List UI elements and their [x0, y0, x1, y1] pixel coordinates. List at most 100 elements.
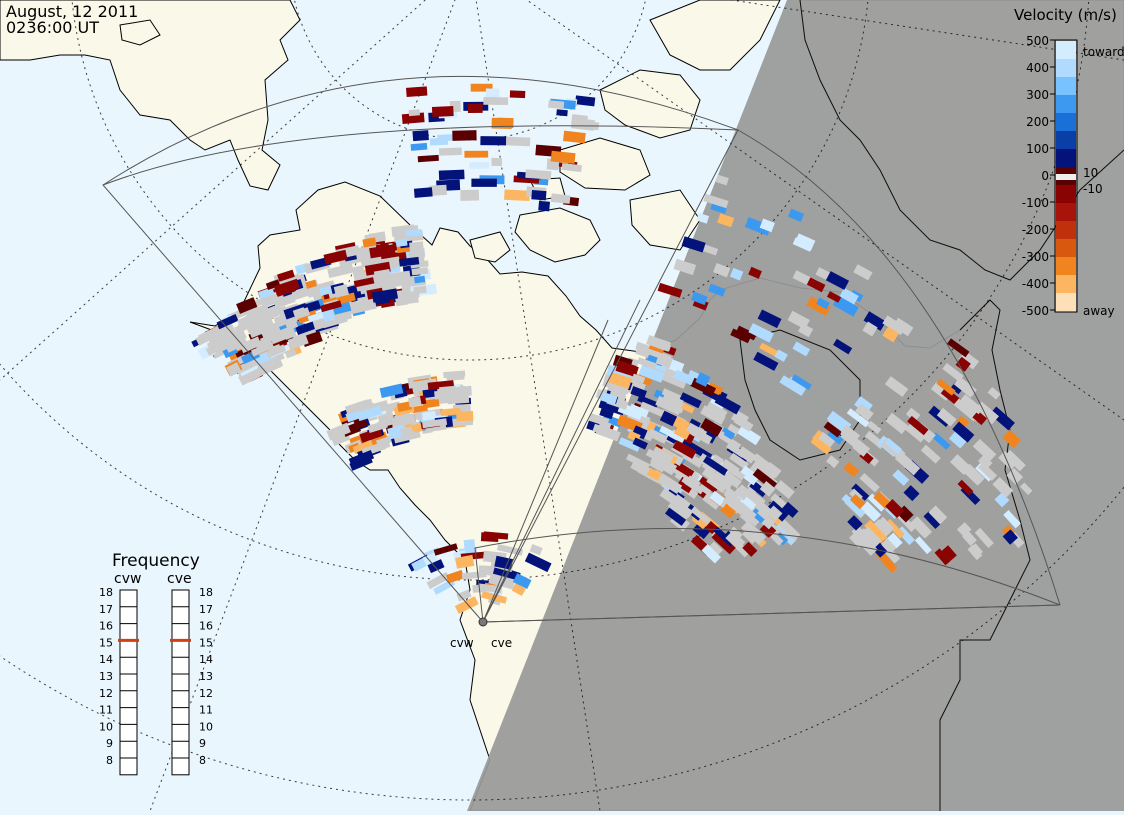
cve-scatter-cell — [923, 511, 941, 529]
cve-scatter-cell — [863, 311, 887, 331]
cve-scatter-cell — [992, 476, 1014, 498]
cvw-scatter-cell — [250, 341, 275, 357]
cvw-scatter-cell — [504, 189, 530, 202]
colorbar-tick-label: 500 — [1026, 34, 1049, 48]
cvw-scatter-cell — [257, 304, 283, 320]
frequency-level-label: 16 — [99, 620, 113, 633]
frequency-level-label: 8 — [199, 754, 206, 767]
near-radar-scatter-cell — [422, 552, 439, 566]
cve-scatter-cell — [823, 421, 842, 438]
cve-scatter-cell — [914, 536, 932, 555]
cve-scatter-cell — [885, 499, 905, 519]
cve-scatter-cell — [707, 541, 723, 557]
cve-scatter-cell — [725, 441, 746, 458]
fov-outlines — [102, 75, 1061, 623]
cve-scatter-cell — [655, 395, 683, 416]
small-tick-neg: -10 — [1083, 182, 1103, 196]
coast-greenland-night — [799, 0, 1124, 281]
cve-scatter-cell — [664, 505, 688, 526]
cve-scatter-cell — [853, 264, 873, 281]
frequency-level-label: 18 — [99, 586, 113, 599]
colorbar-swatch — [1056, 41, 1076, 60]
near-radar-scatter-cell — [529, 544, 543, 556]
near-radar-scatter-cell — [463, 539, 476, 551]
cvw-scatter-cell — [438, 169, 465, 181]
cve-scatter-cell — [720, 427, 736, 440]
cvw-scatter-cell — [575, 119, 600, 131]
cve-scatter-cell — [852, 439, 871, 457]
cve-scatter-cell — [692, 521, 711, 540]
cvw-scatter-cell — [429, 184, 447, 196]
near-radar-scatter-cell — [446, 569, 465, 584]
cve-scatter-cell — [787, 310, 810, 330]
cve-scatter-cell — [955, 356, 971, 372]
cvw-scatter-cell — [413, 187, 433, 198]
cvw-scatter-cell — [443, 370, 466, 379]
colorbar-tick-label: -200 — [1022, 223, 1049, 237]
cvw-scatter-cell — [395, 239, 408, 247]
cve-scatter-cell — [887, 532, 903, 549]
cvw-scatter-cell — [259, 322, 275, 336]
cvw-scatter-cell — [503, 136, 531, 147]
cve-scatter-cell — [960, 394, 984, 415]
cvw-scatter-cell — [548, 100, 565, 109]
cve-scatter-cell — [873, 518, 892, 537]
cvw-scatter-cell — [398, 256, 420, 267]
cvw-scatter-cell — [348, 449, 375, 468]
cve-scatter-cell — [710, 454, 724, 467]
cve-scatter-cell — [817, 431, 836, 449]
cve-scatter-cell — [646, 334, 671, 352]
cve-scatter-cell — [962, 530, 977, 547]
cve-scatter-cell — [681, 402, 695, 414]
cve-scatter-cell — [956, 415, 970, 429]
near-radar-scatter-cell — [456, 589, 472, 602]
cve-scatter-cell — [738, 465, 760, 486]
cvw-scatter-cell — [367, 420, 388, 433]
colorbar-swatch — [1056, 95, 1076, 114]
cve-scatter-cell — [892, 469, 910, 486]
small-tick-pos: 10 — [1083, 166, 1098, 180]
cve-scatter-cell — [792, 341, 811, 357]
cve-scatter-cell — [994, 492, 1010, 508]
cvw-scatter-cell — [344, 399, 370, 415]
cve-scatter-cell — [662, 392, 684, 407]
cvw-scatter-cell — [197, 325, 222, 344]
cve-scatter-cell — [948, 431, 967, 449]
colorbar-swatch — [1056, 257, 1076, 276]
frequency-level-label: 9 — [199, 737, 206, 750]
colorbar-tick-label: 0 — [1041, 169, 1049, 183]
cve-scatter-cell — [655, 353, 674, 369]
fov-cve-outer-arc — [737, 129, 1061, 606]
cve-scatter-cell — [608, 371, 632, 389]
backscatter-cells — [191, 83, 1033, 614]
cve-scatter-cell — [956, 522, 972, 537]
cve-scatter-cell — [757, 507, 770, 520]
cve-scatter-cell — [826, 291, 842, 303]
fov-cve — [474, 528, 1061, 623]
cvw-scatter-cell — [265, 279, 281, 291]
cve-scatter-cell — [788, 208, 805, 222]
cve-scatter-cell — [782, 501, 799, 518]
cvw-scatter-cell — [269, 326, 293, 345]
cve-scatter-cell — [708, 283, 726, 297]
cve-scatter-cell — [650, 446, 674, 465]
cve-scatter-cell — [847, 515, 863, 531]
cve-scatter-cell — [759, 481, 776, 497]
cve-scatter-cell — [732, 469, 746, 481]
cve-scatter-cell — [703, 193, 729, 209]
cve-scatter-cell — [920, 444, 941, 464]
frequency-level-label: 18 — [199, 586, 213, 599]
cvw-scatter-cell — [438, 147, 462, 156]
cvw-scatter-cell — [421, 410, 437, 421]
frequency-panel: Frequency cvw cve 18 17 16 15 14 13 12 11 10 9 8 18… — [99, 551, 213, 776]
near-radar-scatter-cell — [494, 555, 514, 570]
cvw-scatter-cell — [237, 311, 262, 328]
near-radar-scatter-cell — [427, 559, 445, 574]
cve-scatter-cell — [843, 461, 860, 478]
cve-scatter-cell — [1003, 510, 1021, 529]
cvw-scatter-cell — [485, 88, 500, 99]
frequency-level-label: 10 — [99, 720, 113, 733]
cve-scatter-cell — [806, 277, 826, 293]
land-arctic-island-3 — [599, 69, 701, 139]
